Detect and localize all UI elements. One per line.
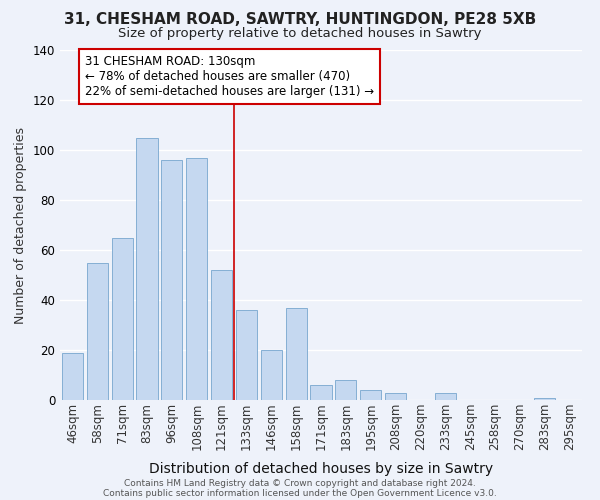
Bar [286,308,307,400]
Bar [112,238,133,400]
Bar [534,398,555,400]
Bar [385,392,406,400]
Text: Contains public sector information licensed under the Open Government Licence v3: Contains public sector information licen… [103,488,497,498]
Text: 31, CHESHAM ROAD, SAWTRY, HUNTINGDON, PE28 5XB: 31, CHESHAM ROAD, SAWTRY, HUNTINGDON, PE… [64,12,536,28]
Bar [186,158,207,400]
Text: 31 CHESHAM ROAD: 130sqm
← 78% of detached houses are smaller (470)
22% of semi-d: 31 CHESHAM ROAD: 130sqm ← 78% of detache… [85,55,374,98]
Y-axis label: Number of detached properties: Number of detached properties [14,126,27,324]
Bar [236,310,257,400]
Bar [87,262,108,400]
Bar [435,392,456,400]
Bar [161,160,182,400]
Bar [335,380,356,400]
Bar [136,138,158,400]
Bar [360,390,381,400]
Bar [62,352,83,400]
Text: Contains HM Land Registry data © Crown copyright and database right 2024.: Contains HM Land Registry data © Crown c… [124,478,476,488]
X-axis label: Distribution of detached houses by size in Sawtry: Distribution of detached houses by size … [149,462,493,475]
Bar [310,385,332,400]
Text: Size of property relative to detached houses in Sawtry: Size of property relative to detached ho… [118,28,482,40]
Bar [211,270,232,400]
Bar [261,350,282,400]
